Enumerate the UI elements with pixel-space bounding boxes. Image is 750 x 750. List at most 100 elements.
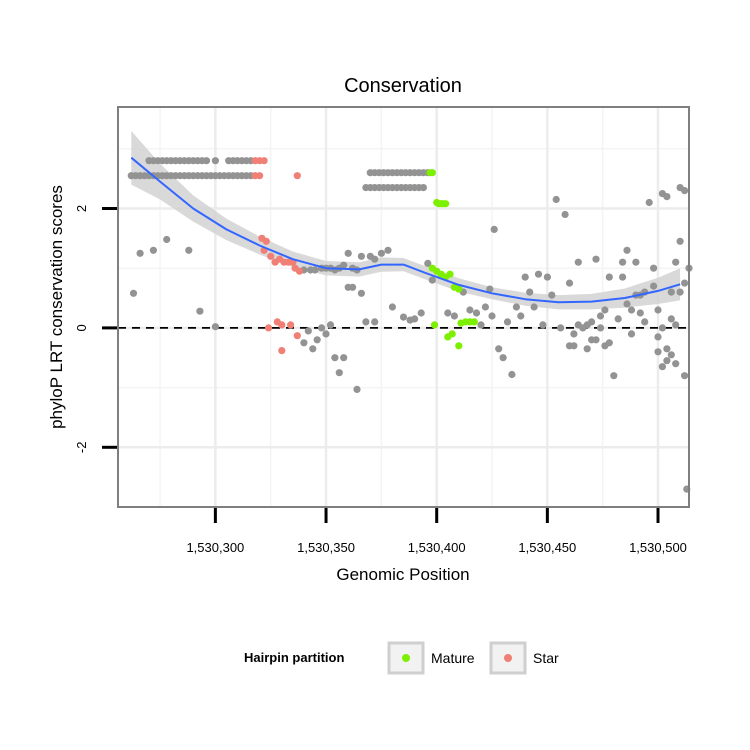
data-point-other — [444, 309, 452, 317]
data-point-other — [362, 318, 370, 326]
data-point-other — [211, 157, 219, 165]
data-point-other — [672, 321, 680, 329]
data-point-other — [481, 303, 489, 311]
data-point-other — [340, 261, 348, 269]
data-point-other — [311, 266, 319, 274]
data-point-other — [672, 360, 680, 368]
data-point-other — [658, 324, 667, 332]
data-point-other — [411, 315, 419, 323]
data-point-other — [623, 246, 631, 254]
data-point-star — [256, 172, 264, 180]
data-point-other — [335, 369, 343, 377]
data-point-other — [196, 307, 204, 315]
data-point-other — [663, 345, 671, 353]
data-point-other — [129, 289, 138, 297]
data-point-other — [486, 285, 494, 293]
data-point-other — [543, 273, 552, 281]
data-point-other — [357, 252, 365, 260]
data-point-star — [278, 347, 286, 355]
data-point-other — [512, 303, 521, 311]
y-axis: -2 0 2 — [74, 205, 117, 453]
data-point-other — [654, 348, 662, 356]
data-point-other — [681, 279, 689, 287]
data-point-other — [650, 282, 658, 290]
data-point-other — [399, 313, 408, 321]
x-axis-title: Genomic Position — [336, 565, 469, 584]
data-point-other — [530, 303, 538, 311]
data-point-other — [570, 330, 578, 338]
data-point-other — [627, 330, 636, 338]
y-tick-label: 0 — [74, 324, 89, 331]
data-point-other — [605, 339, 613, 347]
data-point-other — [596, 324, 605, 332]
data-point-other — [371, 318, 379, 326]
data-point-other — [322, 330, 330, 338]
data-point-other — [561, 210, 569, 219]
data-point-mature — [430, 321, 439, 329]
data-point-mature — [455, 285, 463, 293]
data-point-other — [211, 323, 219, 331]
data-point-other — [539, 321, 547, 329]
data-point-star — [267, 252, 275, 260]
legend-marker-star — [504, 654, 512, 662]
data-point-other — [619, 258, 627, 266]
data-point-star — [278, 321, 286, 329]
data-point-other — [326, 321, 335, 329]
data-point-other — [419, 184, 427, 192]
data-point-other — [596, 312, 605, 320]
data-point-other — [202, 157, 211, 165]
x-tick-label: 1,530,350 — [297, 540, 355, 555]
data-point-other — [163, 235, 171, 244]
data-point-star — [287, 321, 295, 329]
legend-title: Hairpin partition — [244, 650, 344, 665]
data-point-other — [149, 246, 157, 254]
x-tick-label: 1,530,300 — [186, 540, 244, 555]
y-axis-title: phyloP LRT conservation scores — [47, 185, 66, 429]
data-point-other — [592, 255, 600, 263]
data-point-other — [636, 309, 644, 317]
y-tick-label: -2 — [74, 442, 89, 454]
loess-smooth-line — [130, 156, 681, 304]
data-point-other — [557, 324, 565, 332]
data-point-other — [534, 270, 543, 278]
data-point-other — [428, 276, 436, 284]
data-point-other — [641, 318, 649, 326]
data-point-other — [309, 345, 317, 353]
data-point-other — [508, 370, 516, 379]
data-point-other — [663, 357, 671, 365]
data-point-other — [574, 321, 582, 329]
data-point-other — [574, 258, 582, 266]
y-tick-label: 2 — [74, 205, 89, 212]
data-point-other — [300, 339, 308, 347]
data-point-other — [450, 312, 458, 320]
data-point-other — [627, 306, 636, 314]
data-point-other — [605, 273, 613, 281]
data-point-star — [293, 332, 301, 340]
data-point-other — [313, 336, 321, 344]
data-point-other — [614, 315, 622, 323]
legend: Hairpin partition Mature Star — [244, 641, 559, 675]
data-point-mature — [470, 318, 478, 326]
data-point-other — [495, 345, 503, 353]
x-tick-label: 1,530,450 — [518, 540, 576, 555]
data-point-other — [340, 354, 348, 362]
data-point-other — [667, 315, 675, 323]
data-point-mature — [442, 200, 450, 208]
data-point-mature — [448, 330, 456, 338]
data-point-other — [503, 318, 512, 326]
data-point-other — [377, 249, 385, 257]
data-point-other — [490, 225, 498, 233]
data-point-other — [353, 385, 361, 393]
data-point-other — [466, 306, 474, 314]
data-point-other — [477, 321, 485, 329]
data-point-mature — [446, 270, 454, 278]
data-point-other — [681, 187, 689, 195]
data-point-other — [304, 327, 312, 335]
data-point-other — [623, 300, 631, 308]
data-point-other — [521, 273, 529, 281]
data-point-other — [676, 237, 684, 245]
x-tick-label: 1,530,400 — [408, 540, 466, 555]
data-point-other — [676, 288, 684, 296]
data-point-star — [262, 237, 270, 245]
